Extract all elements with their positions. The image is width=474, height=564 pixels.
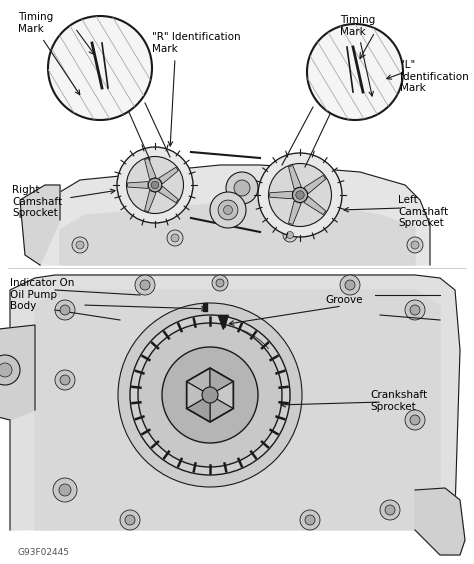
Text: "L"
Identification
Mark: "L" Identification Mark — [400, 60, 469, 93]
Polygon shape — [270, 191, 292, 199]
Circle shape — [405, 300, 425, 320]
Circle shape — [167, 230, 183, 246]
Polygon shape — [128, 182, 148, 188]
Circle shape — [410, 305, 420, 315]
Polygon shape — [289, 201, 301, 224]
Circle shape — [407, 237, 423, 253]
Text: Crankshaft
Sprocket: Crankshaft Sprocket — [370, 390, 427, 412]
Circle shape — [148, 178, 162, 192]
Polygon shape — [10, 275, 460, 530]
Circle shape — [258, 153, 342, 237]
Polygon shape — [60, 200, 415, 265]
Circle shape — [140, 280, 150, 290]
Polygon shape — [40, 165, 430, 265]
Circle shape — [0, 363, 12, 377]
Polygon shape — [158, 168, 178, 184]
Circle shape — [76, 241, 84, 249]
Circle shape — [296, 191, 304, 199]
Circle shape — [283, 228, 297, 242]
Circle shape — [127, 156, 183, 214]
Polygon shape — [219, 315, 228, 329]
Text: Timing
Mark: Timing Mark — [18, 12, 53, 34]
Circle shape — [300, 510, 320, 530]
Text: Right
Camshaft
Sprocket: Right Camshaft Sprocket — [12, 185, 62, 218]
Circle shape — [60, 305, 70, 315]
Circle shape — [118, 303, 302, 487]
Polygon shape — [210, 368, 233, 395]
Polygon shape — [203, 303, 207, 311]
Polygon shape — [289, 166, 301, 189]
Circle shape — [125, 515, 135, 525]
Circle shape — [60, 375, 70, 385]
Circle shape — [218, 200, 238, 220]
Circle shape — [55, 300, 75, 320]
Text: Groove: Groove — [325, 295, 363, 305]
Polygon shape — [145, 158, 156, 179]
Circle shape — [216, 279, 224, 287]
Circle shape — [345, 280, 355, 290]
Circle shape — [226, 172, 258, 204]
Circle shape — [224, 205, 233, 214]
Text: "R" Identification
Mark: "R" Identification Mark — [152, 32, 241, 54]
Text: Left
Camshaft
Sprocket: Left Camshaft Sprocket — [398, 195, 448, 228]
Polygon shape — [158, 186, 178, 202]
Circle shape — [0, 355, 20, 385]
Circle shape — [117, 147, 193, 223]
Circle shape — [385, 505, 395, 515]
Polygon shape — [145, 191, 156, 212]
Circle shape — [305, 515, 315, 525]
Circle shape — [59, 484, 71, 496]
Circle shape — [171, 234, 179, 242]
Polygon shape — [210, 381, 233, 408]
Polygon shape — [304, 175, 326, 193]
Circle shape — [234, 180, 250, 196]
Polygon shape — [187, 395, 210, 422]
Text: G93F02445: G93F02445 — [18, 548, 70, 557]
Circle shape — [411, 241, 419, 249]
Circle shape — [72, 237, 88, 253]
Polygon shape — [187, 368, 210, 395]
Polygon shape — [20, 185, 60, 265]
Circle shape — [380, 500, 400, 520]
Circle shape — [130, 315, 290, 475]
Text: Indicator On
Oil Pump
Body: Indicator On Oil Pump Body — [10, 278, 74, 311]
Circle shape — [202, 387, 218, 403]
Circle shape — [307, 24, 403, 120]
Circle shape — [210, 192, 246, 228]
Circle shape — [212, 275, 228, 291]
Polygon shape — [304, 196, 326, 215]
Circle shape — [162, 347, 258, 443]
Circle shape — [268, 164, 331, 227]
Circle shape — [135, 275, 155, 295]
Circle shape — [410, 415, 420, 425]
Circle shape — [48, 16, 152, 120]
Polygon shape — [187, 381, 210, 408]
Polygon shape — [210, 395, 233, 422]
Circle shape — [55, 370, 75, 390]
Polygon shape — [35, 290, 440, 530]
Text: Timing
Mark: Timing Mark — [340, 15, 375, 37]
Circle shape — [286, 231, 293, 239]
Polygon shape — [415, 488, 465, 555]
Circle shape — [138, 323, 282, 467]
Circle shape — [292, 187, 308, 202]
Circle shape — [151, 181, 159, 189]
Circle shape — [340, 275, 360, 295]
Circle shape — [120, 510, 140, 530]
Circle shape — [53, 478, 77, 502]
Circle shape — [405, 410, 425, 430]
Polygon shape — [0, 325, 35, 420]
